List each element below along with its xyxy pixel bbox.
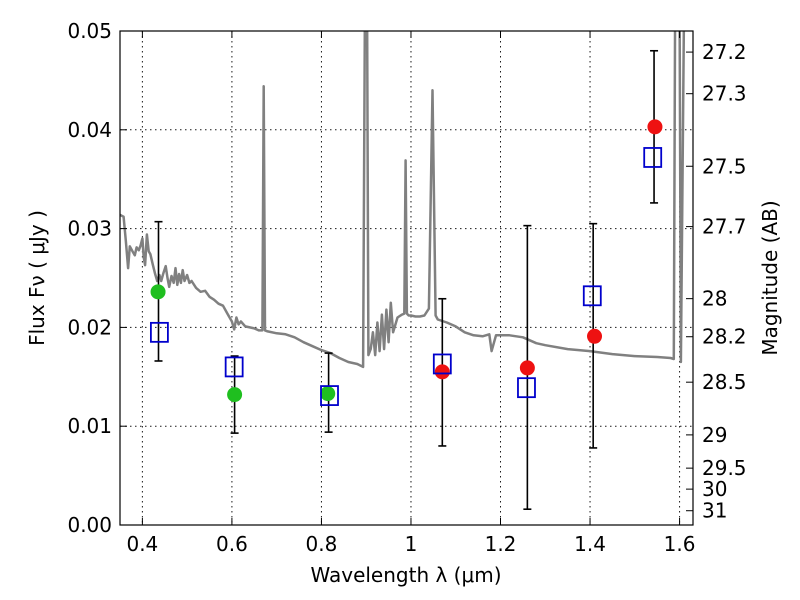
red-point <box>434 364 450 380</box>
x-tick-label: 0.8 <box>306 532 338 556</box>
green-point <box>320 386 336 402</box>
blue-square-point <box>582 285 602 307</box>
x-axis-title: Wavelength λ (μm) <box>310 563 501 587</box>
y-right-tick-label: 29.5 <box>702 456 747 480</box>
blue-square-point <box>224 356 244 378</box>
y-tick-label: 0.05 <box>67 19 112 43</box>
y-right-tick-label: 27.7 <box>702 215 747 239</box>
y-axis-right-title: Magnitude (AB) <box>758 200 782 355</box>
y-right-tick-label: 27.3 <box>702 82 747 106</box>
y-tick-label: 0.00 <box>67 513 112 537</box>
red-point <box>587 328 603 344</box>
plot-frame <box>119 30 694 526</box>
axes: 0.4 0.6 0.8 1 1.2 1.4 1.6 0.00 0.01 0.02 0.03 0.04 0… <box>67 19 746 556</box>
y-right-tick-label: 27.5 <box>702 154 747 178</box>
y-tick-label: 0.04 <box>67 118 112 142</box>
x-tick-label: 0.6 <box>216 532 248 556</box>
blue-square-point <box>149 321 169 343</box>
y-right-tick-label: 29 <box>702 423 727 447</box>
blue-square-point <box>517 377 536 399</box>
y-right-tick-label: 30 <box>702 477 727 501</box>
y-tick-label: 0.03 <box>67 217 112 241</box>
y-right-tick-label: 28.2 <box>702 325 747 349</box>
x-tick-label: 1 <box>405 532 418 556</box>
x-tick-label: 0.4 <box>126 532 158 556</box>
x-tick-label: 1.4 <box>574 532 606 556</box>
green-point <box>227 387 243 403</box>
red-point <box>519 360 535 376</box>
blue-square-point <box>320 385 339 406</box>
blue-square-point <box>432 353 452 375</box>
plot-area <box>120 31 686 510</box>
y-right-tick-label: 27.2 <box>702 40 747 64</box>
y-right-tick-label: 28 <box>702 287 727 311</box>
y-tick-label: 0.02 <box>67 315 112 339</box>
blue-square-point <box>643 147 663 168</box>
green-point <box>150 284 166 300</box>
spectrum-line <box>120 31 686 369</box>
x-tick-label: 1.2 <box>485 532 517 556</box>
y-tick-label: 0.01 <box>67 414 112 438</box>
x-tick-label: 1.6 <box>664 532 696 556</box>
y-right-tick-label: 31 <box>702 499 727 523</box>
y-axis-title: Flux Fν ( μJy ) <box>25 210 49 346</box>
y-right-tick-label: 28.5 <box>702 370 747 394</box>
red-point <box>647 119 663 135</box>
